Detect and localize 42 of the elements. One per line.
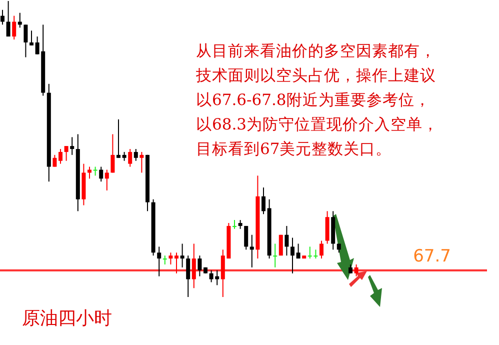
candlestick — [186, 255, 190, 298]
annotation: 目标看到67美元整数关口。 — [196, 140, 392, 158]
candlestick — [70, 136, 74, 156]
candlestick — [273, 243, 278, 268]
candlestick — [134, 148, 138, 162]
candlestick — [296, 243, 300, 260]
candlestick — [58, 148, 62, 164]
candlestick — [0, 9, 4, 26]
candlestick — [52, 154, 57, 168]
candlestick — [116, 118, 120, 158]
candlestick — [24, 24, 28, 58]
candlestick — [354, 264, 358, 277]
candlestick — [30, 30, 34, 46]
candlestick — [110, 134, 115, 174]
candlestick — [244, 225, 248, 250]
candlestick — [157, 246, 162, 277]
candlestick — [104, 169, 109, 191]
candlestick — [180, 243, 184, 268]
annotation: 以68.3为防守位置现价介入空单， — [196, 116, 439, 134]
candlestick — [290, 237, 294, 274]
candlestick — [198, 255, 202, 277]
text: 原油四小时 — [22, 308, 112, 329]
candlestick — [168, 252, 173, 265]
candlestick — [174, 252, 178, 274]
candlestick — [325, 210, 330, 244]
annotation: 从目前来看油价的多空因素都有， — [196, 42, 436, 60]
text: 67.7 — [413, 246, 451, 266]
candlestick — [140, 151, 144, 174]
candlestick — [284, 225, 289, 256]
candlestick — [12, 15, 16, 40]
annotation: 以67.6-67.8附近为重要参考位， — [196, 91, 430, 109]
candlestick — [18, 12, 22, 28]
candlestick — [88, 166, 92, 180]
annotation: 技术面则以空头占优，操作上建议 — [195, 66, 436, 84]
candlestick — [250, 234, 254, 268]
candlestick — [192, 243, 196, 289]
candlestick — [99, 166, 104, 182]
candlestick — [64, 146, 68, 162]
candlestick — [320, 240, 324, 260]
candlestick — [128, 148, 132, 168]
candlestick — [6, 0, 10, 38]
candlestick — [262, 186, 266, 215]
